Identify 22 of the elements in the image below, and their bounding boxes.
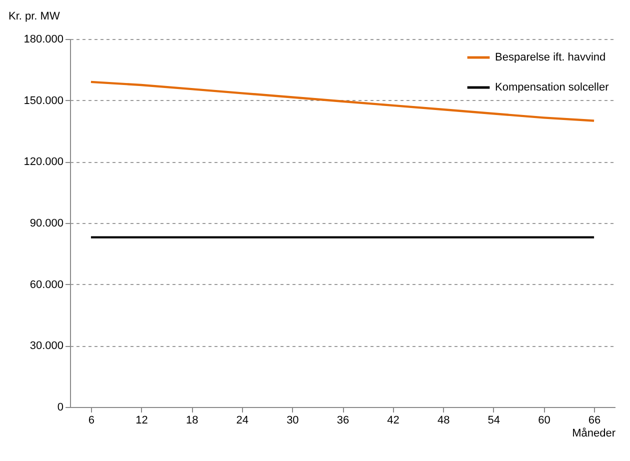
x-tick-label: 24	[236, 414, 249, 426]
y-tick-label: 30.000	[30, 340, 64, 352]
x-axis-title: Måneder	[572, 428, 616, 440]
y-tick-label: 0	[57, 402, 64, 414]
y-tick-label: 90.000	[30, 218, 64, 230]
x-tick-label: 36	[336, 414, 350, 426]
y-tick-label: 60.000	[30, 278, 64, 291]
x-tick-label: 42	[387, 414, 400, 426]
x-tick-label: 60	[538, 414, 550, 426]
x-tick-label: 6	[88, 414, 95, 426]
y-tick-label: 150.000	[24, 94, 64, 107]
x-tick-label: 18	[186, 414, 198, 426]
legend-label: Besparelse ift. havvind	[495, 52, 606, 64]
y-tick-label: 180.000	[24, 34, 64, 46]
x-tick-label: 48	[437, 414, 450, 426]
x-tick-label: 66	[588, 414, 601, 426]
y-tick-label: 120.000	[24, 156, 64, 168]
y-axis-title: Kr. pr. MW	[8, 10, 60, 22]
legend-label: Kompensation solceller	[495, 82, 610, 94]
x-tick-label: 12	[136, 414, 148, 426]
x-tick-label: 54	[488, 414, 500, 426]
x-tick-label: 30	[286, 414, 299, 426]
